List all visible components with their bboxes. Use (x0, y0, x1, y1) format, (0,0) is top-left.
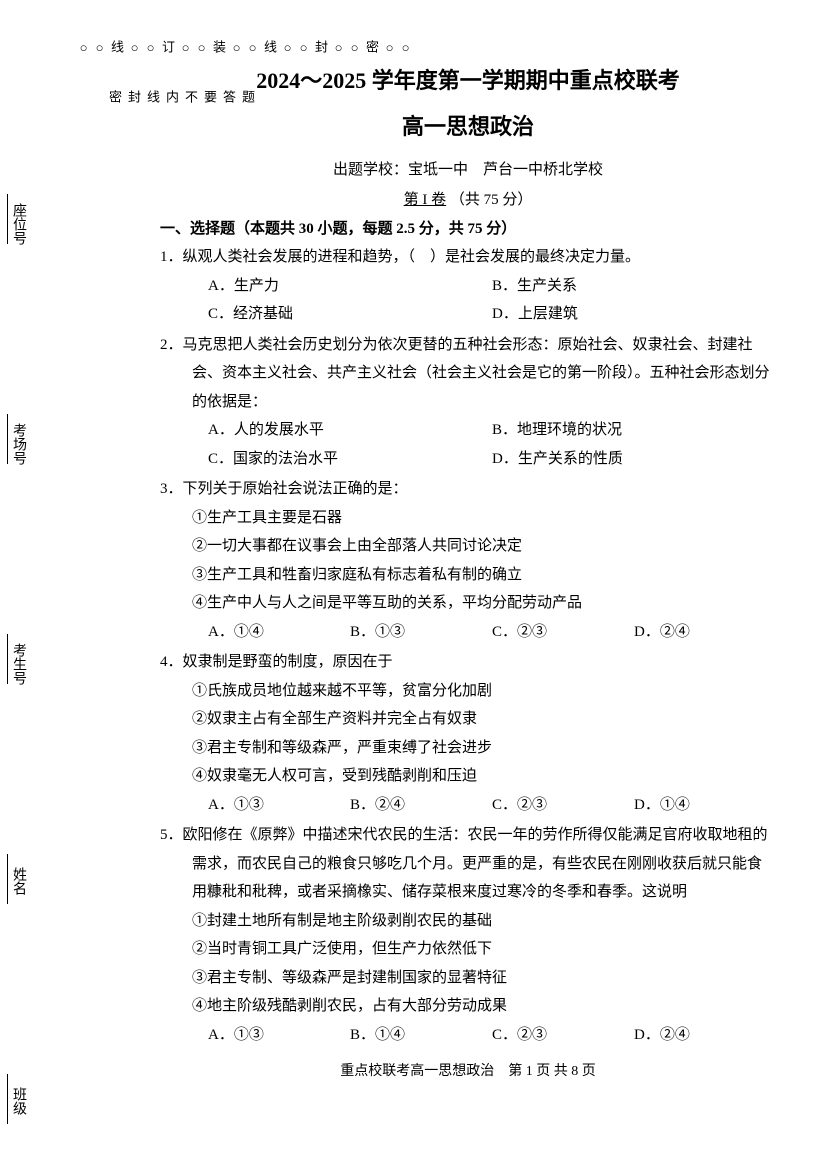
field-roomid: 考场号 (8, 423, 28, 465)
seal-char: 线 (260, 40, 279, 1115)
option-B: B．地理环境的状况 (492, 416, 776, 445)
binding-char: 答 (219, 90, 238, 1065)
option-C: C．②③ (492, 618, 634, 647)
binding-char: 要 (200, 90, 219, 1065)
underline-name (7, 854, 8, 904)
option-D: D．②④ (634, 618, 776, 647)
underline-seatid (7, 194, 8, 244)
option-D: D．②④ (634, 1021, 776, 1050)
field-seatid: 座位号 (8, 203, 28, 245)
binding-char: 封 (124, 90, 143, 1065)
left-margin-binding-area: 班级 姓名 考生号 考场号 座位号 ○ ○ 密 ○ ○ 封 ○ ○ 线 ○ (0, 0, 140, 1155)
circle-mark: ○ (381, 40, 397, 1115)
underline-class (7, 1074, 8, 1124)
binding-char: 密 (105, 90, 124, 1065)
field-examid: 考生号 (8, 643, 28, 685)
seal-char: 封 (311, 40, 330, 1115)
option-D: D．生产关系的性质 (492, 445, 776, 474)
circle-mark: ○ (330, 40, 346, 1115)
binding-char: 不 (181, 90, 200, 1065)
binding-char: 线 (143, 90, 162, 1065)
circle-mark: ○ (75, 40, 91, 1115)
seal-char: 密 (362, 40, 381, 1115)
binding-seal-line: ○ ○ 密 ○ ○ 封 ○ ○ 线 ○ ○ 装 ○ ○ 订 ○ ○ 线 ○ ○ (95, 40, 135, 1115)
option-C: C．②③ (492, 791, 634, 820)
field-name: 姓名 (8, 867, 28, 895)
field-class: 班级 (8, 1087, 28, 1115)
binding-char: 题 (238, 90, 257, 1065)
binding-char: 内 (162, 90, 181, 1065)
option-D: D．上层建筑 (492, 300, 776, 329)
option-B: B．生产关系 (492, 272, 776, 301)
circle-mark: ○ (397, 40, 413, 1115)
volume-score: （共 75 分） (450, 192, 533, 208)
circle-mark: ○ (279, 40, 295, 1115)
option-C: C．②③ (492, 1021, 634, 1050)
underline-examid (7, 634, 8, 684)
circle-mark: ○ (295, 40, 311, 1115)
underline-roomid (7, 414, 8, 464)
circle-mark: ○ (346, 40, 362, 1115)
option-D: D．①④ (634, 791, 776, 820)
